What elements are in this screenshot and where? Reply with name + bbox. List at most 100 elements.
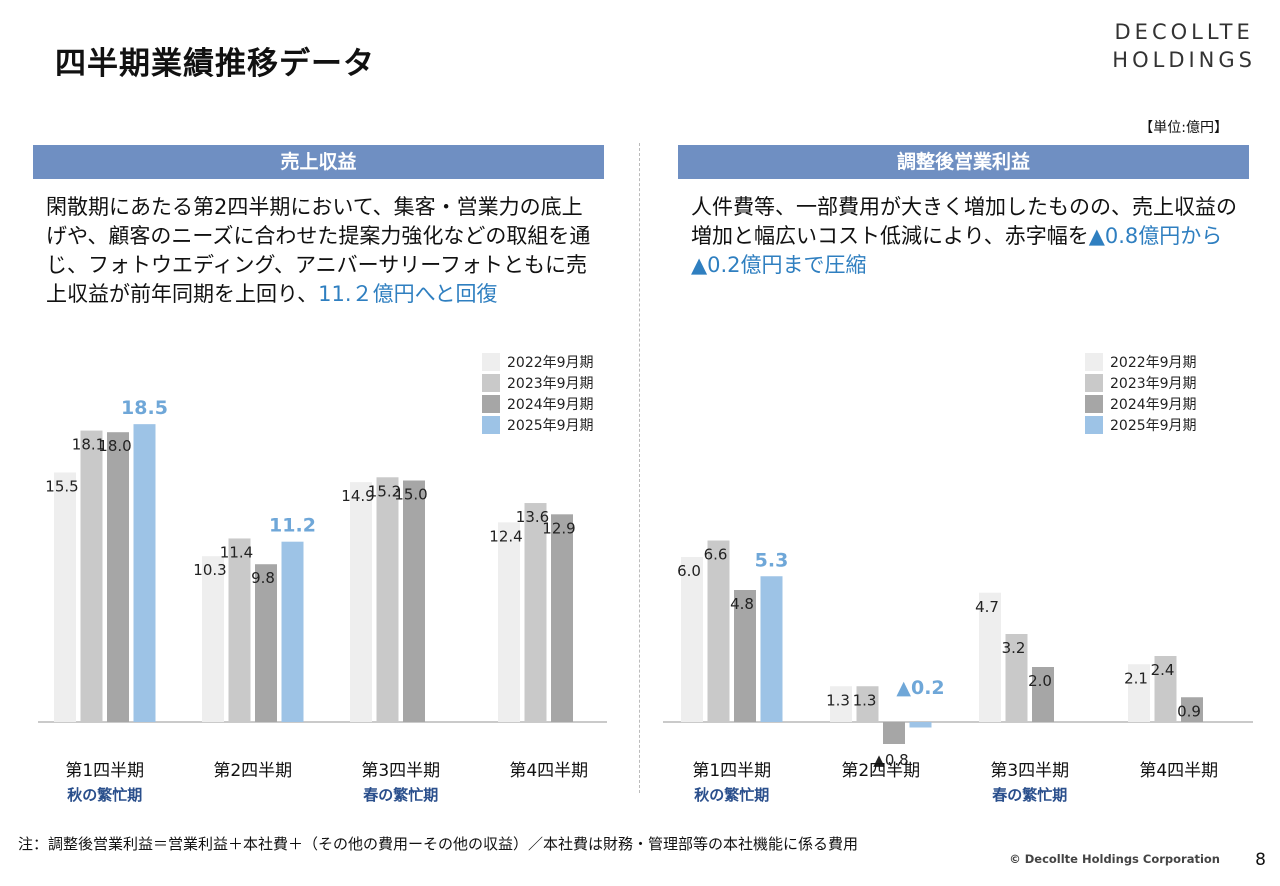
profit-data-label: ▲0.2 xyxy=(896,677,944,699)
profit-bar xyxy=(1154,656,1177,722)
profit-data-label: 2.1 xyxy=(1124,669,1148,687)
revenue-data-label: 10.3 xyxy=(193,561,226,579)
profit-bar xyxy=(830,686,852,722)
profit-data-label: 1.3 xyxy=(826,691,850,709)
profit-legend-label: 2023年9月期 xyxy=(1110,376,1197,392)
profit-data-label: 4.7 xyxy=(975,598,999,616)
profit-data-label: 6.0 xyxy=(677,562,701,580)
page-number: 8 xyxy=(1255,850,1266,870)
profit-legend-swatch xyxy=(1085,374,1103,392)
profit-data-label: 6.6 xyxy=(704,546,728,564)
revenue-data-label: 12.9 xyxy=(542,519,575,537)
revenue-data-label: 13.6 xyxy=(516,508,549,526)
revenue-data-label: 15.0 xyxy=(394,486,427,504)
footnote: 注：調整後営業利益＝営業利益＋本社費＋（その他の費用ーその他の収益）／本社費は財… xyxy=(18,835,859,853)
revenue-legend-label: 2023年9月期 xyxy=(507,376,594,392)
revenue-data-label: 14.9 xyxy=(341,487,374,505)
profit-legend-swatch xyxy=(1085,416,1103,434)
unit-label: 【単位:億円】 xyxy=(1139,120,1228,136)
profit-category-note: 春の繁忙期 xyxy=(992,786,1067,804)
profit-legend-label: 2022年9月期 xyxy=(1110,355,1197,371)
profit-data-label: 1.3 xyxy=(853,691,877,709)
revenue-chart: 2022年9月期 2023年9月期 2024年9月期 2025年9月期 15.5 18.1… xyxy=(38,353,607,804)
page-title: 四半期業績推移データ xyxy=(55,46,375,82)
profit-bar xyxy=(1032,667,1054,722)
revenue-data-label: 15.5 xyxy=(45,477,78,495)
profit-bar xyxy=(909,722,932,728)
revenue-bar xyxy=(281,541,304,722)
revenue-bar xyxy=(133,424,156,722)
revenue-bar xyxy=(80,430,103,722)
revenue-data-label: 15.2 xyxy=(368,482,401,500)
revenue-bar xyxy=(376,477,399,722)
revenue-category-note: 秋の繁忙期 xyxy=(67,786,142,804)
revenue-bar xyxy=(107,432,129,722)
revenue-legend-label: 2022年9月期 xyxy=(507,355,594,371)
revenue-category-label: 第3四半期 xyxy=(361,761,440,781)
revenue-category-note: 春の繁忙期 xyxy=(363,786,438,804)
revenue-description-text: 閑散期にあたる第2四半期において、集客・営業力の底上げや、顧客のニーズに合わせた… xyxy=(46,195,591,306)
revenue-legend-swatch xyxy=(482,395,500,413)
revenue-header: 売上収益 xyxy=(33,145,604,179)
revenue-legend-swatch xyxy=(482,353,500,371)
revenue-data-label: 11.4 xyxy=(220,543,253,561)
revenue-bar xyxy=(54,472,76,722)
revenue-data-label: 18.1 xyxy=(72,436,105,454)
revenue-data-label: 11.2 xyxy=(269,515,316,537)
revenue-data-label: 18.0 xyxy=(98,437,131,455)
revenue-legend-swatch xyxy=(482,374,500,392)
profit-description: 人件費等、一部費用が大きく増加したものの、売上収益の増加と幅広いコスト低減により… xyxy=(691,193,1246,280)
revenue-description-highlight: 11.２億円へと回復 xyxy=(318,282,498,306)
profit-data-label: 2.4 xyxy=(1151,661,1175,679)
profit-data-label: 3.2 xyxy=(1002,639,1026,657)
profit-category-label: 第1四半期 xyxy=(692,761,771,781)
profit-description-text: 人件費等、一部費用が大きく増加したものの、売上収益の増加と幅広いコスト低減により… xyxy=(691,195,1237,248)
revenue-category-label: 第4四半期 xyxy=(509,761,588,781)
section-divider xyxy=(639,143,640,793)
revenue-bar xyxy=(228,538,251,722)
profit-bar xyxy=(883,722,905,744)
revenue-category-label: 第1四半期 xyxy=(65,761,144,781)
profit-data-label: ▲0.8 xyxy=(873,751,908,769)
revenue-bar xyxy=(350,482,372,722)
profit-bar xyxy=(734,590,756,722)
profit-category-label: 第2四半期 xyxy=(841,761,920,781)
profit-category-note: 秋の繁忙期 xyxy=(694,786,769,804)
revenue-bar xyxy=(524,503,547,722)
profit-legend-label: 2025年9月期 xyxy=(1110,418,1197,434)
profit-category-label: 第4四半期 xyxy=(1139,761,1218,781)
profit-bar xyxy=(707,540,730,722)
revenue-bar xyxy=(255,564,277,722)
profit-legend-swatch xyxy=(1085,395,1103,413)
company-logo: DECOLLTE HOLDINGS xyxy=(1112,18,1256,74)
revenue-bar xyxy=(498,522,520,722)
profit-data-label: 5.3 xyxy=(755,549,789,571)
profit-data-label: 4.8 xyxy=(730,595,754,613)
profit-data-label: 2.0 xyxy=(1028,672,1052,690)
logo-line-2: HOLDINGS xyxy=(1112,48,1256,72)
revenue-legend-label: 2025年9月期 xyxy=(507,418,594,434)
profit-description-highlight: ▲0.8億円から▲0.2億円まで圧縮 xyxy=(691,224,1223,277)
revenue-category-label: 第2四半期 xyxy=(213,761,292,781)
profit-bar xyxy=(760,576,783,722)
profit-legend-swatch xyxy=(1085,353,1103,371)
adjusted-op-profit-header: 調整後営業利益 xyxy=(678,145,1249,179)
profit-chart: 2022年9月期 2023年9月期 2024年9月期 2025年9月期 6.06.6 4.… xyxy=(663,353,1253,804)
profit-bar xyxy=(979,592,1001,722)
copyright: © Decollte Holdings Corporation xyxy=(1009,852,1220,866)
profit-bar xyxy=(856,686,879,722)
profit-bar xyxy=(1128,664,1150,722)
logo-line-1: DECOLLTE xyxy=(1114,20,1254,44)
profit-legend-label: 2024年9月期 xyxy=(1110,397,1197,413)
revenue-legend-label: 2024年9月期 xyxy=(507,397,594,413)
profit-bar xyxy=(1181,697,1203,722)
revenue-data-label: 18.5 xyxy=(121,397,168,419)
revenue-data-label: 9.8 xyxy=(251,569,275,587)
revenue-bar xyxy=(403,480,425,722)
profit-data-label: 0.9 xyxy=(1177,702,1201,720)
revenue-bar xyxy=(202,556,224,722)
profit-category-label: 第3四半期 xyxy=(990,761,1069,781)
profit-bar xyxy=(1005,634,1028,722)
revenue-data-label: 12.4 xyxy=(489,527,522,545)
revenue-legend-swatch xyxy=(482,416,500,434)
